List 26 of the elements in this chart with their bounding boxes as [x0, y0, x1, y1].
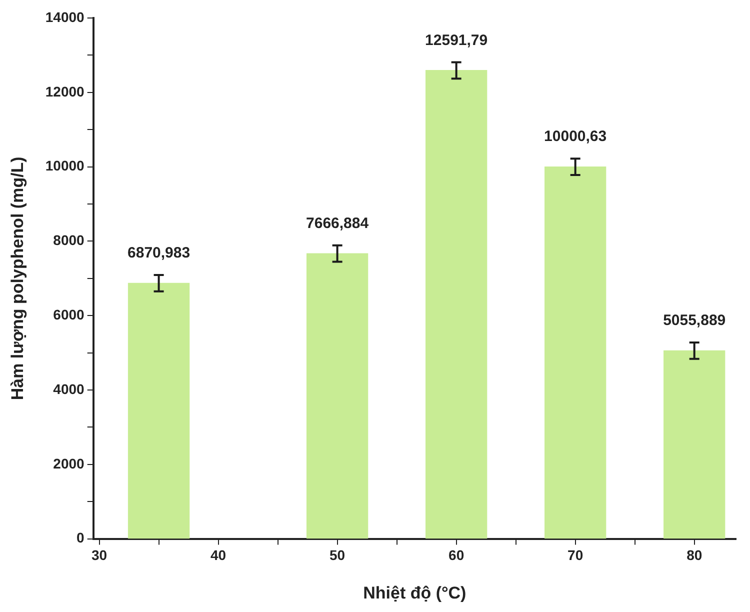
bar: [128, 282, 190, 539]
y-axis-title: Hàm lượng polyphenol (mg/L): [8, 156, 27, 400]
data-label: 5055,889: [663, 312, 726, 330]
bar: [544, 166, 606, 539]
x-axis-title: Nhiệt độ (°C): [363, 583, 466, 602]
y-tick-label: 2000: [53, 455, 85, 472]
bar: [664, 350, 726, 539]
x-tick-label: 40: [210, 547, 226, 564]
x-tick-label: 50: [330, 547, 346, 564]
data-label: 6870,983: [128, 244, 190, 262]
data-label: 12591,79: [425, 32, 488, 49]
y-tick-label: 14000: [45, 8, 85, 25]
x-tick-label: 30: [91, 547, 108, 564]
bar: [306, 253, 368, 539]
y-tick-label: 10000: [45, 158, 85, 174]
x-tick-label: 70: [568, 547, 584, 564]
data-label: 7666,884: [306, 215, 370, 232]
y-tick-label: 0: [76, 530, 85, 546]
y-tick-label: 12000: [45, 83, 85, 100]
bar: [425, 70, 488, 539]
x-tick-label: 80: [686, 547, 702, 564]
y-tick-label: 4000: [53, 380, 85, 397]
data-label: 10000,63: [544, 128, 607, 146]
x-tick-label: 60: [448, 547, 464, 564]
y-tick-label: 8000: [53, 232, 85, 248]
y-tick-label: 6000: [53, 306, 85, 322]
